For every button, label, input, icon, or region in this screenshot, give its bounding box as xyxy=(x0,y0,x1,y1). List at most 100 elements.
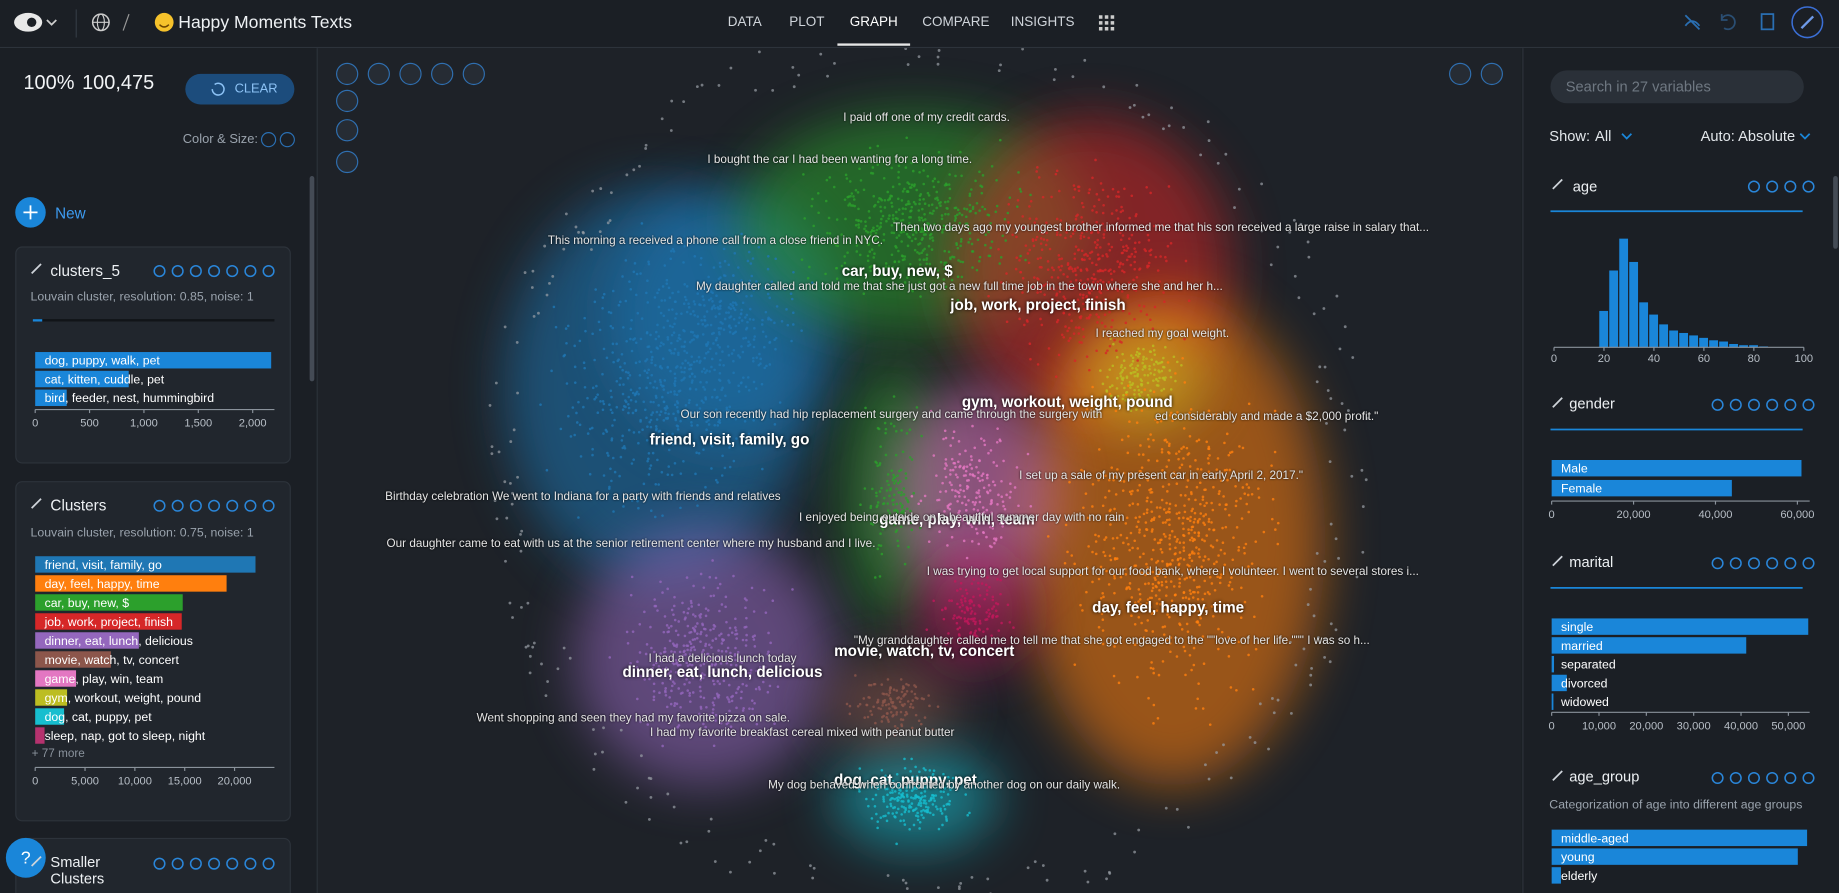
sample-text[interactable]: Our son recently had hip replacement sur… xyxy=(680,408,1103,422)
card-action-icon[interactable] xyxy=(171,265,184,278)
show-value[interactable]: All xyxy=(1595,127,1612,145)
scrollbar[interactable] xyxy=(309,176,315,382)
variable-action-icon[interactable] xyxy=(1729,398,1742,411)
card-action-icon[interactable] xyxy=(208,857,221,870)
card-action-icon[interactable] xyxy=(244,499,257,512)
nav-tab[interactable]: INSIGHTS xyxy=(1010,15,1075,30)
help-button[interactable] xyxy=(5,837,46,878)
card-action-icon[interactable] xyxy=(244,265,257,278)
sample-text[interactable]: I had a delicious lunch today xyxy=(648,652,797,666)
sample-text[interactable]: Birthday celebration We went to Indiana … xyxy=(385,490,781,504)
profile-button[interactable] xyxy=(1791,6,1824,39)
toolbar-button[interactable] xyxy=(336,62,359,86)
card-action-icon[interactable] xyxy=(226,857,239,870)
card-action-icon[interactable] xyxy=(262,857,275,870)
card-action-icon[interactable] xyxy=(226,265,239,278)
card-action-icon[interactable] xyxy=(208,265,221,278)
toolbar-button[interactable] xyxy=(336,119,359,142)
chevron[interactable] xyxy=(46,19,57,26)
scale-select[interactable]: Auto: Absolute xyxy=(1700,127,1796,145)
nav-tab[interactable]: DATA xyxy=(727,15,762,30)
sample-text[interactable]: I was trying to get local support for ou… xyxy=(926,565,1419,579)
card-action-icon[interactable] xyxy=(189,265,202,278)
sample-text[interactable]: I paid off one of my credit cards. xyxy=(843,111,1010,125)
sample-text[interactable]: I set up a sale of my present car in ear… xyxy=(1019,469,1304,483)
card-action-icon[interactable] xyxy=(153,265,166,278)
variable-action-icon[interactable] xyxy=(1766,771,1779,785)
color-size-icon[interactable] xyxy=(260,132,277,148)
variable-action-icon[interactable] xyxy=(1802,771,1815,785)
variable-action-icon[interactable] xyxy=(1784,180,1797,193)
variable-action-icon[interactable] xyxy=(1747,180,1761,193)
toolbar-button[interactable] xyxy=(431,62,454,86)
more-label[interactable]: + 77 more xyxy=(31,747,85,761)
point xyxy=(1062,311,1066,315)
toolbar-button[interactable] xyxy=(367,62,390,86)
variable-action-icon[interactable] xyxy=(1784,771,1797,785)
card-action-icon[interactable] xyxy=(244,857,257,870)
chevron[interactable] xyxy=(1621,133,1633,140)
apps-dot[interactable] xyxy=(1098,15,1103,19)
color-size-icon[interactable] xyxy=(279,132,295,148)
card-action-icon[interactable] xyxy=(153,499,166,512)
point xyxy=(921,237,924,240)
sample-text[interactable]: I reached my goal weight. xyxy=(1095,327,1230,341)
hide-icon[interactable] xyxy=(1684,14,1701,30)
variable-action-icon[interactable] xyxy=(1711,398,1724,411)
toolbar-button[interactable] xyxy=(336,150,359,174)
sample-text[interactable]: I bought the car I had been wanting for … xyxy=(707,153,973,167)
sample-text[interactable]: I had my favorite breakfast cereal mixed… xyxy=(649,726,955,740)
toolbar-button[interactable] xyxy=(462,62,485,86)
undo-icon[interactable] xyxy=(1720,14,1736,31)
variable-action-icon[interactable] xyxy=(1766,398,1779,411)
toolbar-button[interactable] xyxy=(1480,62,1503,86)
card-action-icon[interactable] xyxy=(208,499,221,512)
variable-action-icon[interactable] xyxy=(1802,398,1815,411)
card-action-icon[interactable] xyxy=(171,857,184,870)
card-action-icon[interactable] xyxy=(171,499,184,512)
chevron[interactable] xyxy=(1799,133,1811,140)
card-action-icon[interactable] xyxy=(153,857,166,870)
variable-action-icon[interactable] xyxy=(1711,557,1724,570)
variable-action-icon[interactable] xyxy=(1747,771,1761,785)
sample-text[interactable]: Our daughter came to eat with us at the … xyxy=(386,537,876,551)
variable-action-icon[interactable] xyxy=(1802,557,1815,570)
point xyxy=(1182,645,1186,649)
variable-action-icon[interactable] xyxy=(1766,180,1779,193)
card-action-icon[interactable] xyxy=(262,265,275,278)
card-action-icon[interactable] xyxy=(262,499,275,512)
variable-action-icon[interactable] xyxy=(1802,180,1815,193)
point xyxy=(637,669,641,673)
embedding-cloud[interactable] xyxy=(488,25,1369,893)
variable-action-icon[interactable] xyxy=(1729,771,1742,785)
clear-button[interactable] xyxy=(185,73,295,105)
nav-tab[interactable]: PLOT xyxy=(789,15,825,30)
card-action-icon[interactable] xyxy=(226,499,239,512)
toolbar-button[interactable] xyxy=(336,89,359,113)
variable-action-icon[interactable] xyxy=(1729,557,1742,570)
sample-text[interactable]: Went shopping and seen they had my favor… xyxy=(476,712,791,726)
search-box[interactable] xyxy=(1550,70,1804,104)
nav-tab[interactable]: GRAPH xyxy=(849,15,898,30)
variable-action-icon[interactable] xyxy=(1766,557,1779,570)
card-action-icon[interactable] xyxy=(189,857,202,870)
nav-tab[interactable]: COMPARE xyxy=(922,15,990,30)
toolbar-button[interactable] xyxy=(399,62,422,86)
sample-text[interactable]: "My granddaughter called me to tell me t… xyxy=(853,634,1370,648)
point xyxy=(714,637,718,641)
variable-action-icon[interactable] xyxy=(1784,557,1797,570)
variable-action-icon[interactable] xyxy=(1747,398,1761,411)
sample-text[interactable]: ed considerably and made a $2,000 profit… xyxy=(1155,410,1379,424)
sample-text[interactable]: This morning a received a phone call fro… xyxy=(547,234,883,248)
scrollbar[interactable] xyxy=(1833,176,1838,249)
sample-text[interactable]: I enjoyed being outside on a beautiful s… xyxy=(799,511,1125,525)
toolbar-button[interactable] xyxy=(1449,62,1472,86)
variable-action-icon[interactable] xyxy=(1711,771,1724,785)
variable-action-icon[interactable] xyxy=(1747,557,1761,570)
sample-text[interactable]: My daughter called and told me that she … xyxy=(695,280,1223,294)
sample-text[interactable]: Then two days ago my youngest brother in… xyxy=(893,221,1430,235)
sample-text[interactable]: My dog behaved when confronted by anothe… xyxy=(768,779,1121,793)
card-action-icon[interactable] xyxy=(189,499,202,512)
notes-icon[interactable] xyxy=(1760,13,1775,31)
variable-action-icon[interactable] xyxy=(1784,398,1797,411)
